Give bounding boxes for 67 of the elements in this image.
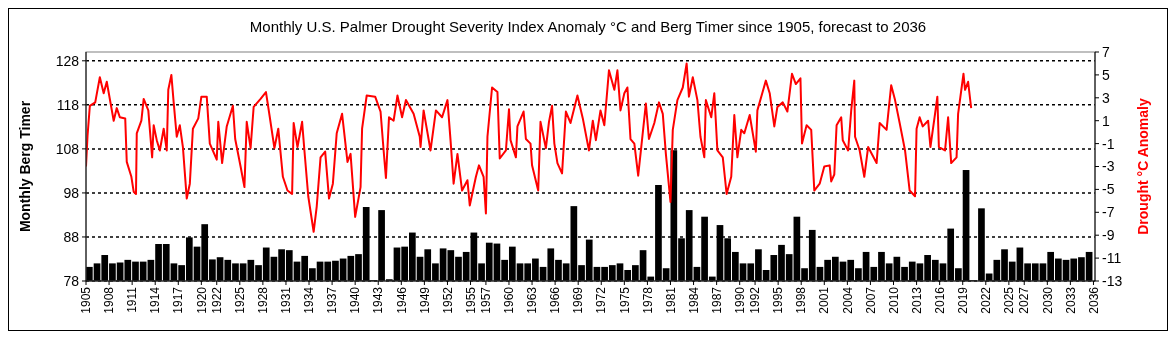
x-tick-label: 1917 (171, 286, 186, 314)
y-tick-label: 118 (56, 96, 80, 113)
y2-tick-label: -11 (1102, 250, 1122, 266)
y-tick-label: 98 (63, 184, 80, 201)
y2-tick-label: -9 (1102, 227, 1115, 244)
x-tick-label: 2007 (863, 286, 878, 314)
x-tick-label: 1978 (640, 286, 655, 314)
x-tick-label: 1934 (302, 286, 317, 314)
x-tick-label: 2025 (1002, 286, 1017, 314)
x-tick-label: 1928 (256, 286, 271, 314)
x-tick-label: 1922 (209, 286, 224, 314)
x-tick-label: 1969 (571, 286, 586, 314)
x-tick-label: 1920 (194, 286, 209, 314)
x-tick-label: 2010 (886, 286, 901, 314)
y2-tick-label: 5 (1102, 66, 1110, 83)
y2-tick-label: 3 (1102, 89, 1110, 106)
x-tick-label: 1946 (394, 286, 409, 314)
x-tick-label: 1984 (686, 286, 701, 314)
x-tick-label: 1966 (548, 286, 563, 314)
x-tick-label: 1931 (279, 286, 294, 314)
y2-tick-label: -7 (1102, 204, 1115, 221)
x-tick-label: 2022 (978, 286, 993, 314)
x-tick-label: 1955 (463, 286, 478, 314)
x-tick-label: 1925 (233, 286, 248, 314)
x-tick-label: 1998 (794, 286, 809, 314)
x-tick-label: 2016 (932, 286, 947, 314)
y-tick-label: 128 (55, 52, 80, 69)
x-tick-label: 1990 (732, 286, 747, 314)
x-tick-label: 2001 (817, 286, 832, 314)
x-tick-label: 2019 (955, 286, 970, 314)
x-tick-label: 1952 (440, 286, 455, 314)
x-tick-label: 1914 (148, 286, 163, 314)
y2-tick-label: -1 (1102, 135, 1115, 152)
x-tick-label: 1911 (125, 286, 140, 313)
y2-tick-label: 7 (1102, 43, 1110, 60)
x-tick-label: 2013 (909, 286, 924, 314)
x-tick-label: 1937 (325, 286, 340, 314)
x-tick-label: 2030 (1040, 286, 1055, 314)
y-tick-label: 88 (63, 228, 80, 245)
x-tick-label: 1972 (594, 286, 609, 314)
y2-tick-label: -5 (1102, 181, 1115, 198)
y2-axis-title: Drought °C Anomaly (1135, 98, 1151, 235)
x-tick-label: 1949 (417, 286, 432, 314)
y-tick-label: 78 (63, 272, 80, 289)
y2-tick-label: -3 (1102, 158, 1115, 175)
x-tick-label: 1905 (79, 286, 94, 314)
x-tick-label: 2027 (1017, 286, 1032, 314)
x-tick-label: 1940 (348, 286, 363, 314)
x-tick-label: 1992 (748, 286, 763, 314)
x-tick-label: 1981 (663, 286, 678, 314)
x-tick-label: 1987 (709, 286, 724, 314)
x-tick-label: 1960 (502, 286, 517, 314)
x-tick-label: 1908 (102, 286, 117, 314)
y-axis-title: Monthly Berg Timer (17, 100, 33, 233)
y2-tick-label: 1 (1102, 112, 1110, 129)
x-tick-label: 1943 (371, 286, 386, 314)
x-tick-label: 2036 (1086, 286, 1101, 314)
x-tick-label: 1963 (525, 286, 540, 314)
x-tick-label: 1957 (479, 286, 494, 314)
y-tick-label: 108 (55, 140, 80, 157)
y2-tick-label: -13 (1102, 272, 1123, 289)
chart-title: Monthly U.S. Palmer Drought Severity Index Anomaly °C and Berg Timer since 1905, forecast to 2036 (249, 18, 927, 35)
x-tick-label: 2033 (1063, 286, 1078, 314)
x-tick-label: 1995 (771, 286, 786, 314)
x-tick-label: 2004 (840, 286, 855, 314)
x-tick-label: 1975 (617, 286, 632, 314)
line-series (86, 62, 973, 233)
